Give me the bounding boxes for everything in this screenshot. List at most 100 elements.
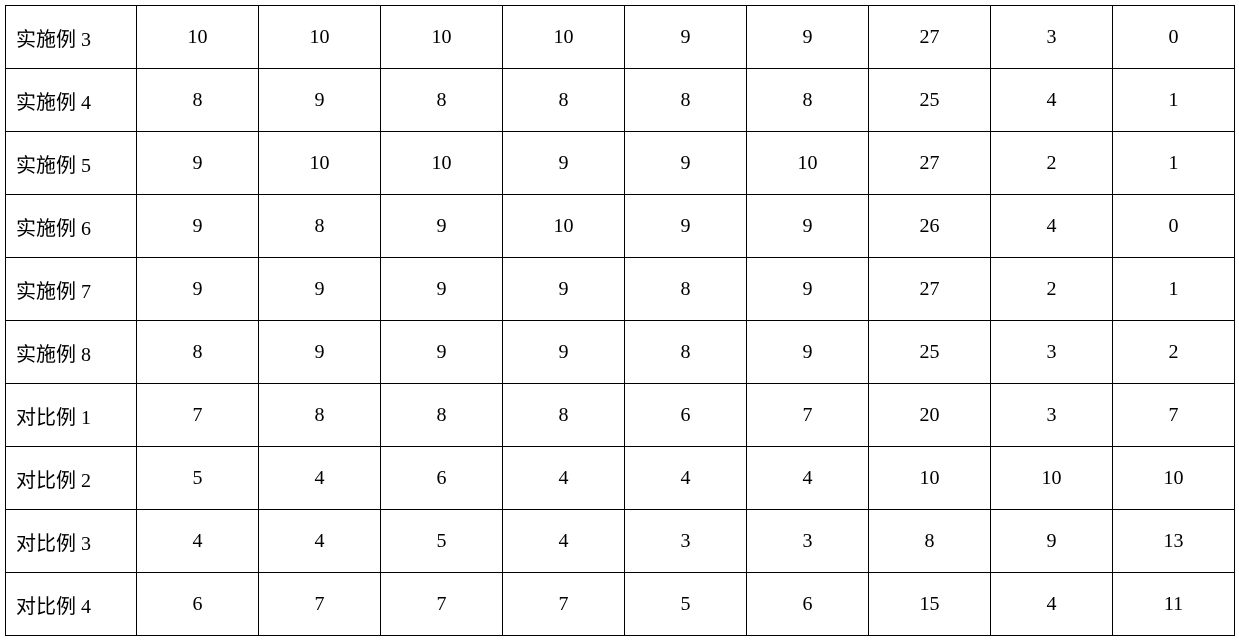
data-cell: 9 [381,195,503,258]
data-cell: 8 [137,321,259,384]
data-cell: 9 [747,258,869,321]
data-cell: 7 [137,384,259,447]
data-cell: 9 [625,6,747,69]
data-cell: 9 [747,321,869,384]
data-cell: 9 [625,195,747,258]
data-cell: 9 [503,258,625,321]
data-cell: 9 [503,132,625,195]
data-cell: 4 [503,510,625,573]
data-cell: 4 [991,573,1113,636]
data-cell: 2 [1113,321,1235,384]
data-cell: 6 [747,573,869,636]
data-cell: 10 [991,447,1113,510]
data-cell: 3 [747,510,869,573]
row-label: 实施例 7 [6,258,137,321]
data-cell: 4 [625,447,747,510]
data-cell: 10 [381,132,503,195]
data-cell: 4 [259,510,381,573]
table-row: 实施例 8 8 9 9 9 8 9 25 3 2 [6,321,1235,384]
data-cell: 8 [503,384,625,447]
row-label: 实施例 5 [6,132,137,195]
data-cell: 0 [1113,195,1235,258]
data-cell: 8 [869,510,991,573]
data-cell: 10 [1113,447,1235,510]
data-cell: 9 [625,132,747,195]
data-cell: 8 [625,69,747,132]
data-cell: 9 [259,69,381,132]
data-cell: 9 [991,510,1113,573]
data-cell: 3 [625,510,747,573]
data-cell: 27 [869,258,991,321]
data-cell: 15 [869,573,991,636]
data-cell: 26 [869,195,991,258]
data-cell: 25 [869,321,991,384]
table-row: 实施例 5 9 10 10 9 9 10 27 2 1 [6,132,1235,195]
table-row: 对比例 4 6 7 7 7 5 6 15 4 11 [6,573,1235,636]
data-cell: 1 [1113,69,1235,132]
data-cell: 6 [137,573,259,636]
table-row: 实施例 4 8 9 8 8 8 8 25 4 1 [6,69,1235,132]
data-cell: 3 [991,384,1113,447]
data-cell: 1 [1113,258,1235,321]
data-cell: 7 [259,573,381,636]
row-label: 对比例 3 [6,510,137,573]
table-row: 实施例 3 10 10 10 10 9 9 27 3 0 [6,6,1235,69]
row-label: 实施例 3 [6,6,137,69]
row-label: 对比例 1 [6,384,137,447]
data-table: 实施例 3 10 10 10 10 9 9 27 3 0 实施例 4 8 9 8… [5,5,1235,636]
row-label: 实施例 4 [6,69,137,132]
data-cell: 8 [137,69,259,132]
data-cell: 10 [137,6,259,69]
data-cell: 8 [747,69,869,132]
data-cell: 5 [381,510,503,573]
data-cell: 10 [259,132,381,195]
data-cell: 9 [137,258,259,321]
table-row: 对比例 1 7 8 8 8 6 7 20 3 7 [6,384,1235,447]
data-cell: 4 [991,69,1113,132]
data-cell: 9 [381,258,503,321]
data-cell: 5 [137,447,259,510]
data-cell: 4 [991,195,1113,258]
row-label: 对比例 4 [6,573,137,636]
data-cell: 13 [1113,510,1235,573]
data-cell: 9 [747,6,869,69]
data-cell: 10 [503,195,625,258]
data-cell: 8 [625,321,747,384]
table-row: 对比例 3 4 4 5 4 3 3 8 9 13 [6,510,1235,573]
data-cell: 27 [869,132,991,195]
data-cell: 4 [137,510,259,573]
data-cell: 20 [869,384,991,447]
data-cell: 10 [259,6,381,69]
data-cell: 2 [991,132,1113,195]
data-cell: 8 [259,384,381,447]
data-cell: 27 [869,6,991,69]
data-cell: 9 [747,195,869,258]
data-cell: 9 [259,258,381,321]
row-label: 实施例 6 [6,195,137,258]
table-row: 实施例 6 9 8 9 10 9 9 26 4 0 [6,195,1235,258]
data-cell: 10 [381,6,503,69]
data-cell: 7 [1113,384,1235,447]
row-label: 实施例 8 [6,321,137,384]
data-cell: 2 [991,258,1113,321]
data-cell: 10 [747,132,869,195]
data-cell: 4 [503,447,625,510]
table-row: 实施例 7 9 9 9 9 8 9 27 2 1 [6,258,1235,321]
data-cell: 11 [1113,573,1235,636]
data-cell: 5 [625,573,747,636]
data-cell: 4 [259,447,381,510]
data-cell: 9 [137,132,259,195]
data-cell: 1 [1113,132,1235,195]
data-cell: 3 [991,321,1113,384]
data-cell: 9 [503,321,625,384]
data-cell: 7 [747,384,869,447]
data-cell: 8 [625,258,747,321]
data-cell: 4 [747,447,869,510]
data-cell: 8 [381,69,503,132]
data-cell: 0 [1113,6,1235,69]
data-cell: 8 [259,195,381,258]
data-cell: 7 [503,573,625,636]
data-cell: 8 [503,69,625,132]
data-cell: 3 [991,6,1113,69]
data-cell: 7 [381,573,503,636]
